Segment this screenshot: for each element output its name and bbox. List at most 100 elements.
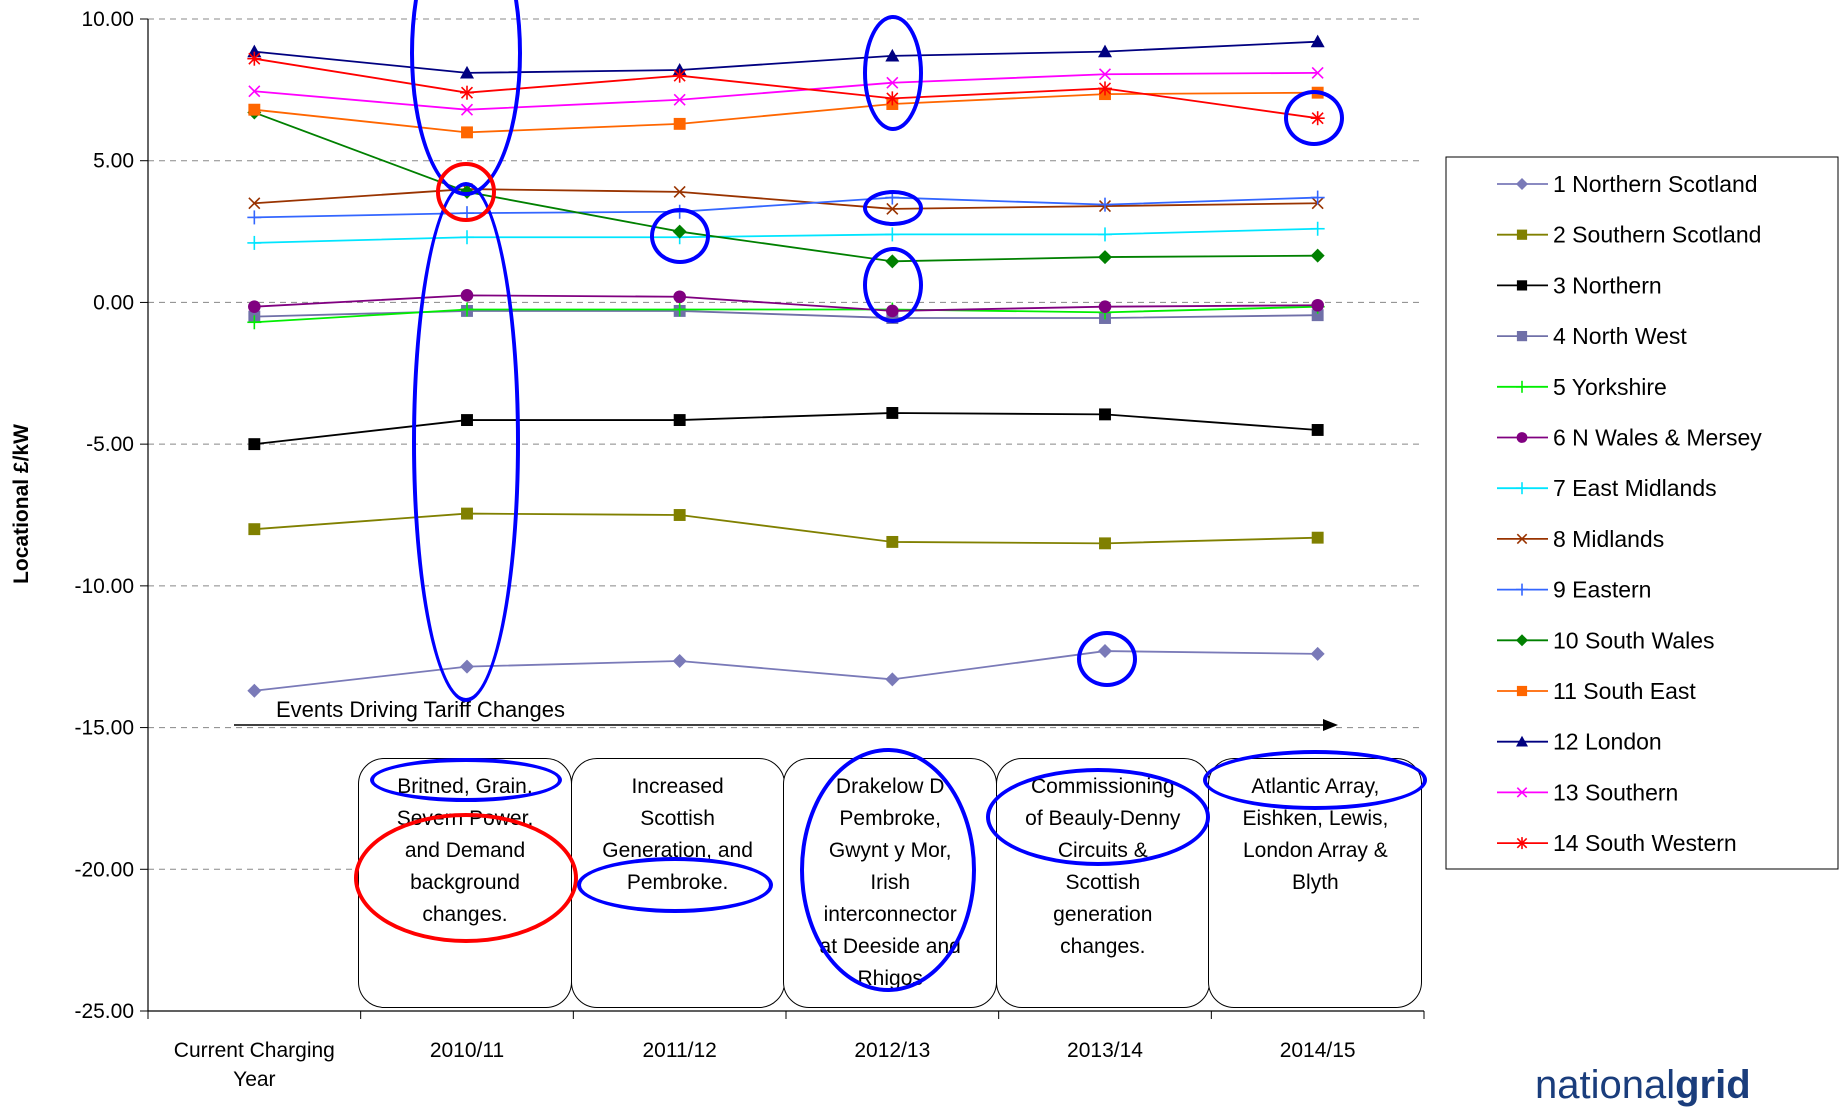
data-point: [673, 117, 686, 130]
legend-marker: [1516, 685, 1528, 697]
event-text-line: Pembroke,: [839, 807, 941, 830]
series-line: [254, 188, 1318, 210]
data-point: [1311, 298, 1324, 312]
data-point: [247, 210, 262, 225]
legend-label: 9 Eastern: [1553, 577, 1651, 603]
y-tick-label: -5.00: [86, 433, 134, 456]
brand-text-2: grid: [1675, 1063, 1751, 1107]
data-point: [1310, 248, 1325, 263]
data-point: [673, 290, 686, 304]
data-point: [886, 202, 899, 215]
event-text-line: at Deeside and: [819, 935, 961, 958]
legend-label: 3 Northern: [1553, 272, 1662, 298]
data-point: [1098, 300, 1112, 313]
legend-item: 12 London: [1497, 729, 1662, 755]
data-point: [886, 535, 899, 548]
event-box: Increased Scottish Generation, and Pembroke…: [570, 758, 785, 1008]
data-point: [1311, 424, 1324, 436]
data-point: [1099, 537, 1111, 550]
event-text-line: Drakelow D: [835, 775, 945, 798]
x-tick-label: 2010/11: [430, 1039, 504, 1062]
data-point: [247, 315, 262, 330]
legend-item: 4 North West: [1497, 323, 1687, 349]
event-text-line: background: [410, 871, 520, 894]
event-text-line: Pembroke.: [626, 871, 729, 894]
legend-item: 13 Southern: [1497, 779, 1678, 805]
series-line: [254, 111, 1318, 263]
data-point: [1098, 227, 1112, 242]
event-text-line: Irish: [870, 871, 911, 894]
x-tick-labels: Current Charging Year 2010/11 2011/12 2012/1…: [174, 1039, 1356, 1091]
series-line: [254, 227, 1318, 244]
data-point: [460, 206, 474, 221]
data-point: [672, 302, 687, 317]
series-4-north-west: [248, 304, 1324, 324]
event-text-line: interconnector: [823, 903, 957, 926]
event-text-line: Scottish: [640, 807, 715, 830]
series-line: [254, 650, 1318, 692]
series-3-northern: [248, 407, 1324, 451]
legend-item: 7 East Midlands: [1497, 475, 1717, 501]
legend-marker: [1516, 280, 1528, 291]
y-tick-label: -10.00: [74, 575, 134, 598]
data-point: [886, 304, 899, 318]
series-9-eastern: [247, 190, 1325, 225]
series-line: [254, 40, 1318, 74]
data-point: [1310, 190, 1325, 205]
data-point: [460, 184, 474, 199]
data-point: [1098, 68, 1112, 81]
y-tick-labels: 10.00 5.00 0.00 -5.00 -10.00 -15.00 -20.00 -25.…: [74, 8, 134, 1023]
data-point: [1311, 66, 1324, 79]
data-point: [1311, 309, 1324, 322]
event-text-line: Eishken, Lewis,: [1242, 807, 1389, 830]
series-13-southern: [248, 66, 1324, 116]
data-point: [885, 91, 900, 106]
data-point: [460, 65, 474, 79]
legend-label: 12 London: [1553, 729, 1662, 755]
legend-marker: [1516, 331, 1528, 342]
data-point: [460, 659, 474, 674]
legend-marker: [1516, 583, 1528, 596]
data-point: [248, 197, 261, 210]
y-tick-label: -20.00: [74, 858, 134, 881]
legend-label: 11 South East: [1553, 678, 1696, 704]
event-text-line: Rhigos: [857, 967, 923, 990]
data-point: [1099, 408, 1111, 421]
series-6-n-wales-mersey: [248, 289, 1324, 318]
legend-item: 6 N Wales & Mersey: [1497, 425, 1762, 451]
legend-marker: [1516, 787, 1528, 798]
x-tick-label: 2014/15: [1280, 1039, 1356, 1062]
gridlines: [148, 18, 1424, 870]
legend-label: 7 East Midlands: [1553, 475, 1717, 501]
series-11-south-east: [248, 86, 1324, 139]
data-point: [885, 48, 900, 62]
data-point: [886, 312, 899, 324]
series-lines: [247, 34, 1325, 698]
legend-marker: [1516, 380, 1528, 393]
data-point: [460, 302, 474, 317]
legend-marker: [1516, 735, 1528, 747]
data-point: [248, 103, 261, 116]
data-point: [248, 523, 261, 536]
event-text-line: of Beauly-Denny: [1025, 807, 1181, 830]
series-line: [254, 412, 1318, 446]
legend-marker: [1516, 837, 1528, 850]
event-text-line: Circuits &: [1057, 839, 1148, 862]
data-point: [672, 68, 687, 83]
legend-label: 5 Yorkshire: [1553, 374, 1667, 400]
event-text-line: Generation, and: [602, 839, 753, 862]
series-line: [254, 294, 1318, 312]
data-point: [1310, 646, 1325, 661]
data-point: [248, 85, 261, 98]
events-title: Events Driving Tariff Changes: [276, 697, 565, 722]
data-point: [673, 185, 686, 198]
legend-marker: [1516, 634, 1528, 647]
legend-item: 14 South Western: [1497, 830, 1737, 856]
legend-marker: [1516, 432, 1528, 443]
data-point: [1310, 111, 1325, 126]
data-point: [673, 414, 686, 427]
event-text-line: Increased: [631, 775, 724, 798]
series-10-south-wales: [247, 105, 1325, 269]
event-box: Britned, Grain, Severn Power, and Demand ba…: [358, 758, 572, 1008]
